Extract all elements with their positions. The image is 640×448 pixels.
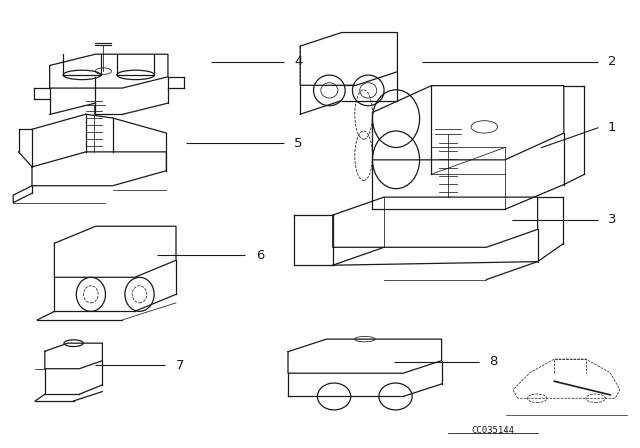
Text: CC035144: CC035144: [471, 426, 515, 435]
Text: 2: 2: [608, 55, 616, 69]
Text: 5: 5: [294, 137, 303, 150]
Text: 3: 3: [608, 213, 616, 226]
Text: 8: 8: [490, 355, 498, 369]
Text: 4: 4: [294, 55, 303, 69]
Text: 1: 1: [608, 121, 616, 134]
Text: 6: 6: [256, 249, 264, 262]
Text: 7: 7: [176, 358, 184, 372]
